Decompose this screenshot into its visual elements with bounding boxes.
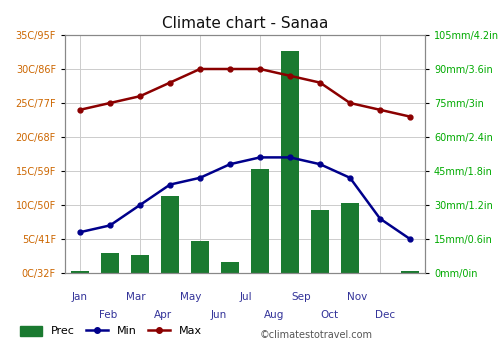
Text: Oct: Oct bbox=[320, 310, 338, 320]
Bar bbox=[191, 241, 209, 273]
Text: Nov: Nov bbox=[347, 292, 367, 302]
Text: ©climatestotravel.com: ©climatestotravel.com bbox=[260, 329, 373, 340]
Text: Sep: Sep bbox=[292, 292, 312, 302]
Bar bbox=[161, 196, 179, 273]
Bar bbox=[341, 203, 359, 273]
Text: Jul: Jul bbox=[240, 292, 252, 302]
Text: Jan: Jan bbox=[72, 292, 88, 302]
Text: Aug: Aug bbox=[264, 310, 284, 320]
Bar bbox=[101, 253, 119, 273]
Bar bbox=[221, 262, 239, 273]
Bar bbox=[251, 169, 269, 273]
Text: Apr: Apr bbox=[154, 310, 172, 320]
Bar bbox=[131, 255, 149, 273]
Bar bbox=[311, 210, 329, 273]
Text: May: May bbox=[180, 292, 202, 302]
Title: Climate chart - Sanaa: Climate chart - Sanaa bbox=[162, 16, 328, 31]
Legend: Prec, Min, Max: Prec, Min, Max bbox=[16, 321, 207, 341]
Bar bbox=[71, 271, 89, 273]
Text: Jun: Jun bbox=[210, 310, 226, 320]
Bar bbox=[401, 271, 419, 273]
Text: Dec: Dec bbox=[374, 310, 394, 320]
Text: Mar: Mar bbox=[126, 292, 145, 302]
Text: Feb: Feb bbox=[98, 310, 117, 320]
Bar bbox=[281, 51, 299, 273]
